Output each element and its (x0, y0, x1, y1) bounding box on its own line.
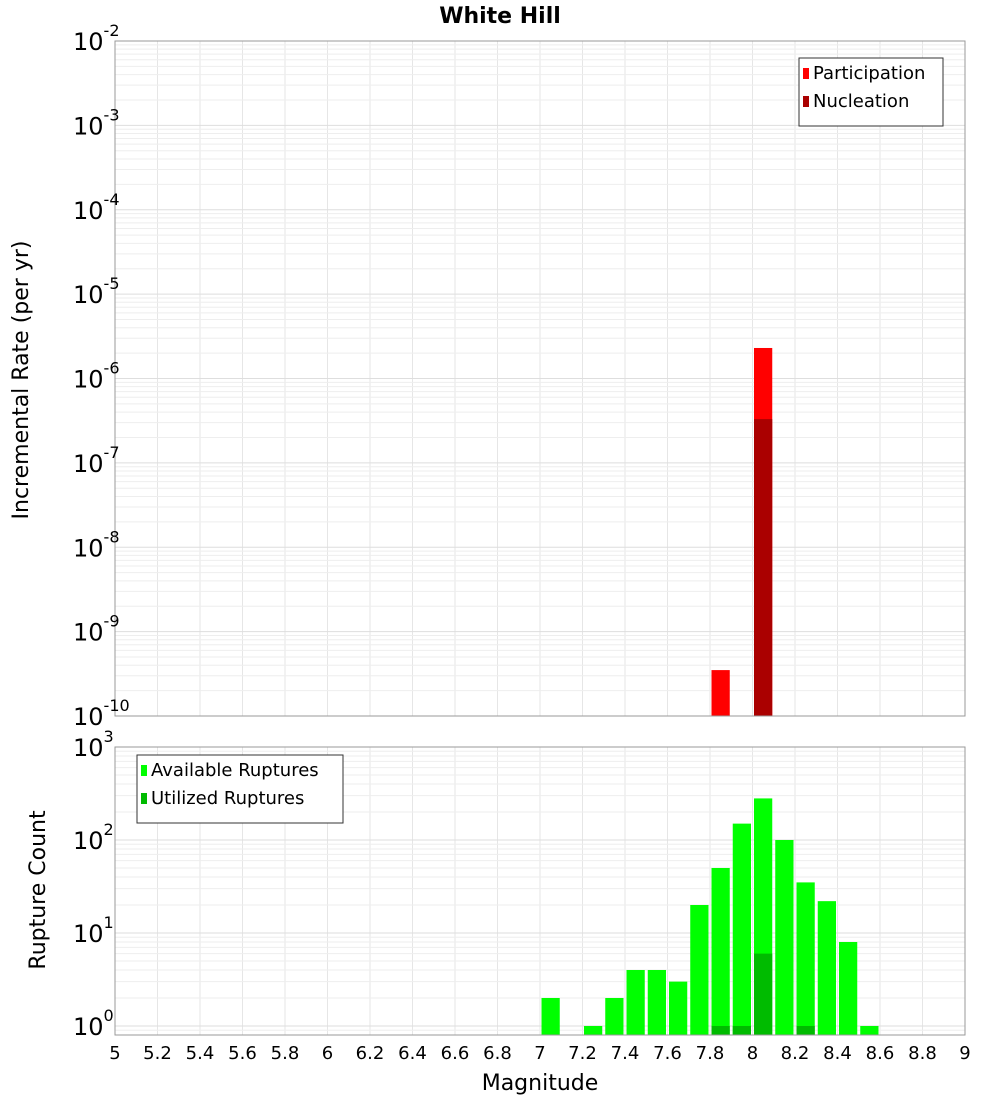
top-y-tick-label: 10-4 (73, 190, 120, 225)
x-tick-label: 8.8 (908, 1043, 937, 1064)
x-tick-label: 5.4 (186, 1043, 215, 1064)
top-y-axis-label: Incremental Rate (per yr) (9, 241, 34, 520)
bottom-bar-series0 (647, 969, 666, 1035)
top-bar-series0 (711, 670, 730, 716)
x-tick-label: 6 (322, 1043, 333, 1064)
bottom-y-tick-label: 103 (73, 727, 114, 762)
x-tick-label: 6.8 (483, 1043, 512, 1064)
x-tick-label: 8.4 (823, 1043, 852, 1064)
bottom-y-tick-label: 100 (73, 1006, 114, 1041)
x-tick-label: 5.6 (228, 1043, 257, 1064)
bottom-bar-series0 (775, 839, 794, 1035)
bottom-bar-series0 (860, 1025, 879, 1035)
top-legend-label: Nucleation (813, 91, 909, 112)
bottom-bar-series1 (796, 1025, 815, 1035)
top-y-tick-label: 10-3 (73, 105, 120, 140)
top-y-tick-label: 10-9 (73, 612, 120, 647)
x-tick-label: 7.6 (653, 1043, 682, 1064)
bottom-bar-series0 (626, 969, 645, 1035)
bottom-bar-series0 (711, 867, 730, 1035)
top-bar-series1 (754, 419, 773, 716)
x-tick-label: 9 (959, 1043, 970, 1064)
top-grid (114, 41, 966, 717)
bottom-bar-series0 (817, 901, 836, 1035)
top-y-tick-label: 10-6 (73, 359, 120, 394)
x-tick-label: 6.6 (441, 1043, 470, 1064)
x-tick-label: 8.6 (866, 1043, 895, 1064)
top-y-tick-label: 10-8 (73, 527, 120, 562)
bottom-legend-swatch (141, 793, 147, 804)
x-tick-label: 7.2 (568, 1043, 597, 1064)
top-y-tick-label: 10-7 (73, 443, 120, 478)
x-ticks: 5 5.2 5.4 5.6 5.8 6 6.2 6.4 6.6 6.8 7 7.2 7.4 7.6 7.8 8… (109, 1043, 970, 1064)
bottom-bar-series0 (584, 1025, 603, 1035)
top-y-tick-label: 10-10 (73, 696, 130, 731)
bottom-bar-series0 (839, 942, 858, 1035)
top-legend-swatch (803, 96, 809, 107)
x-tick-label: 8 (747, 1043, 758, 1064)
bottom-y-axis-label: Rupture Count (26, 810, 51, 970)
top-panel: 10-2 10-3 10-4 10-5 10-6 10-7 10-8 10-9 10-10 Par… (73, 21, 966, 731)
bottom-legend: Available Ruptures Utilized Ruptures (136, 754, 344, 824)
bottom-y-tick-label: 102 (73, 820, 114, 855)
bottom-legend-label: Available Ruptures (151, 760, 319, 781)
x-tick-label: 6.4 (398, 1043, 427, 1064)
x-tick-label: 7.4 (611, 1043, 640, 1064)
top-legend-swatch (803, 68, 809, 79)
bottom-bar-series0 (796, 882, 815, 1035)
bottom-bars (541, 798, 879, 1035)
top-legend-label: Participation (813, 63, 925, 84)
x-tick-label: 7.8 (696, 1043, 725, 1064)
bottom-bar-series0 (541, 997, 560, 1035)
top-plot-frame (114, 40, 966, 717)
top-y-tick-label: 10-2 (73, 21, 120, 56)
x-tick-label: 6.2 (356, 1043, 385, 1064)
top-y-tick-label: 10-5 (73, 274, 120, 309)
bottom-y-ticks: 103 102 101 100 (73, 727, 114, 1041)
top-legend-box (798, 57, 944, 127)
chart-title: White Hill (439, 4, 561, 29)
x-tick-label: 8.2 (781, 1043, 810, 1064)
bottom-bar-series0 (605, 997, 624, 1035)
x-tick-label: 7 (534, 1043, 545, 1064)
x-axis-label: Magnitude (482, 1071, 599, 1096)
bottom-legend-box (136, 754, 344, 824)
bottom-bar-series0 (690, 904, 709, 1035)
bottom-legend-swatch (141, 765, 147, 776)
bottom-y-tick-label: 101 (73, 913, 114, 948)
bottom-plot-frame (114, 746, 966, 1036)
bottom-bar-series1 (732, 1025, 751, 1035)
x-tick-label: 5 (109, 1043, 120, 1064)
top-y-ticks: 10-2 10-3 10-4 10-5 10-6 10-7 10-8 10-9 10-10 (73, 21, 130, 731)
bottom-legend-label: Utilized Ruptures (151, 788, 304, 809)
bottom-bar-series1 (754, 953, 773, 1035)
x-tick-label: 5.8 (271, 1043, 300, 1064)
x-tick-label: 5.2 (143, 1043, 172, 1064)
bottom-bar-series1 (711, 1025, 730, 1035)
bottom-bar-series0 (732, 823, 751, 1035)
top-legend: Participation Nucleation (798, 57, 944, 127)
top-bars (711, 347, 773, 716)
bottom-bar-series0 (669, 981, 688, 1035)
